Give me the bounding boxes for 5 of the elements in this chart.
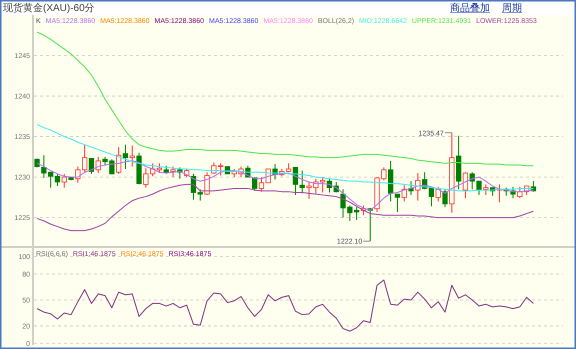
line-series [36,280,534,332]
chart-title: 现货黄金(XAU)-60分 [3,2,95,14]
line-series [36,32,534,166]
text: 商品叠加 [450,2,490,14]
text: 周期 [502,2,522,14]
